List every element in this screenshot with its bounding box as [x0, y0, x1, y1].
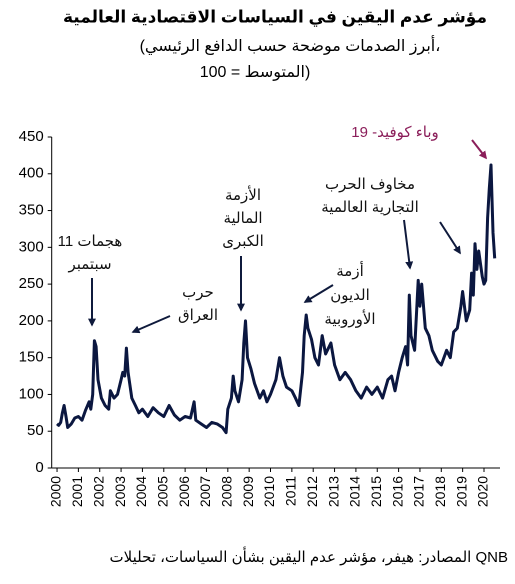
data-line [56, 163, 497, 435]
x-tick-label: 2008 [219, 476, 235, 507]
annotation: الديون [330, 287, 370, 304]
arrow [303, 284, 334, 303]
y-tick-label: 450 [19, 128, 44, 145]
x-tick-label: 2002 [90, 476, 106, 507]
y-tick-label: 0 [35, 459, 43, 476]
annotation: العراق [178, 307, 218, 324]
x-tick-label: 2007 [197, 476, 213, 507]
x-tick-label: 2006 [176, 476, 192, 507]
x-tick-label: 2020 [475, 476, 491, 507]
annotation: الأزمة [225, 185, 261, 204]
chart-subtitle: المتوسط = 100) [200, 64, 311, 82]
annotation: حرب [182, 284, 214, 301]
x-tick-label: 2018 [432, 476, 448, 507]
annotation: سبتمبر [67, 256, 111, 273]
chart-subtitle: (أبرز الصدمات موضحة حسب الدافع الرئيسي، [140, 35, 441, 56]
annotation: الأوروبية [324, 309, 375, 328]
annotation: أزمة [336, 261, 364, 280]
x-tick-label: 2011 [283, 476, 299, 506]
arrow [131, 315, 171, 334]
y-tick-label: 50 [27, 422, 44, 439]
x-tick-label: 2001 [69, 476, 85, 507]
x-tick-label: 2017 [411, 476, 427, 507]
y-tick-label: 350 [19, 202, 44, 219]
x-tick-label: 2009 [240, 476, 256, 507]
y-tick-label: 100 [19, 385, 44, 402]
annotation: وباء كوفيد- 19 [351, 124, 439, 141]
y-tick-label: 150 [19, 349, 44, 366]
x-tick-label: 2010 [261, 476, 277, 507]
x-tick-label: 2004 [133, 476, 149, 507]
annotation: التجارية العالمية [321, 199, 419, 216]
y-tick-label: 250 [19, 275, 44, 292]
x-tick-label: 2000 [48, 476, 64, 507]
y-tick-label: 300 [19, 238, 44, 255]
chart-title: مؤشر عدم اليقين في السياسات الاقتصادية ا… [63, 7, 487, 27]
x-tick-label: 2005 [154, 476, 170, 507]
arrow [471, 139, 487, 160]
x-tick-label: 2003 [112, 476, 128, 507]
x-tick-label: 2019 [453, 476, 469, 507]
x-tick-label: 2014 [347, 476, 363, 507]
annotation-arrows [88, 139, 487, 334]
arrow [439, 221, 461, 255]
y-tick-label: 200 [19, 312, 44, 329]
annotation: الكبرى [222, 233, 264, 250]
x-tick-label: 2015 [368, 476, 384, 507]
x-tick-label: 2013 [325, 476, 341, 507]
x-tick-label: 2012 [304, 476, 320, 507]
source-note: المصادر: هيفر، مؤشر عدم اليقين بشأن السي… [110, 546, 509, 566]
arrow [403, 219, 414, 270]
annotation: المالية [223, 210, 262, 227]
y-tick-label: 400 [19, 165, 44, 182]
annotation: هجمات 11 [58, 233, 123, 250]
annotation: مخاوف الحرب [325, 176, 415, 193]
x-tick-label: 2016 [389, 476, 405, 507]
